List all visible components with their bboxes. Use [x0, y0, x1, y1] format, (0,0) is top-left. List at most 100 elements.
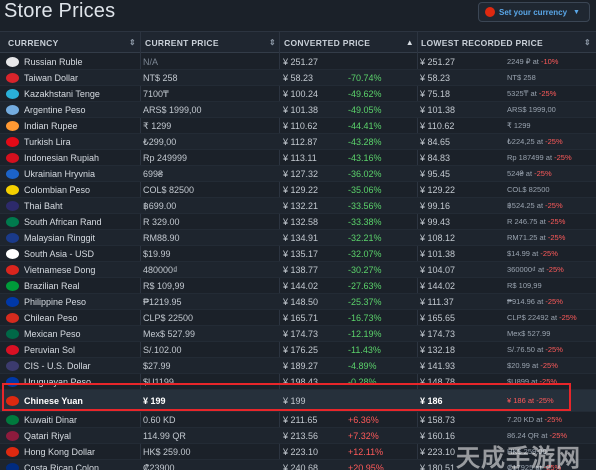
currency-name: Taiwan Dollar [24, 73, 79, 83]
price-difference: -11.43% [348, 345, 381, 355]
table-row[interactable]: Taiwan Dollar NT$ 258 ¥ 58.23 -70.74% ¥ 58.2… [0, 70, 596, 86]
lowest-price: ¥ 186 [420, 396, 443, 406]
price-difference: +20.95% [348, 463, 384, 470]
current-price: ₹ 1299 [143, 121, 172, 131]
currency-name: Malaysian Ringgit [24, 233, 96, 243]
currency-name: Kuwaiti Dinar [24, 415, 78, 425]
currency-name: Kazakhstani Tenge [24, 89, 100, 99]
column-divider [417, 31, 418, 470]
flag-icon [6, 201, 19, 211]
table-row[interactable]: Kazakhstani Tenge 7100₸ ¥ 100.24 -49.62% ¥ 7… [0, 86, 596, 102]
flag-icon [6, 313, 19, 323]
table-row[interactable]: Indian Rupee ₹ 1299 ¥ 110.62 -44.41% ¥ 110.6… [0, 118, 596, 134]
flag-icon [6, 249, 19, 259]
converted-price: ¥ 134.91 [283, 233, 319, 243]
currency-name: Chinese Yuan [24, 396, 83, 406]
converted-price: ¥ 211.65 [283, 415, 318, 425]
converted-price: ¥ 132.21 [283, 201, 319, 211]
table-row[interactable]: Ukrainian Hryvnia 699₴ ¥ 127.32 -36.02% ¥ 95… [0, 166, 596, 182]
flag-icon [6, 281, 19, 291]
converted-price: ¥ 113.11 [283, 153, 317, 163]
set-currency-button[interactable]: Set your currency ▼ [478, 2, 590, 22]
column-current-price[interactable]: CURRENT PRICE ⇕ [145, 32, 278, 54]
current-price: 7100₸ [143, 89, 169, 99]
table-row[interactable]: Costa Rican Colon ₡23900 ¥ 240.68 +20.95% ¥ … [0, 460, 596, 470]
current-price: ฿699.00 [143, 201, 177, 211]
currency-name: Chilean Peso [24, 313, 78, 323]
price-difference [348, 390, 418, 412]
table-row[interactable]: Russian Ruble N/A ¥ 251.27 ¥ 251.27 2249 ₽ a… [0, 54, 596, 70]
table-row[interactable]: Philippine Peso ₱1219.95 ¥ 148.50 -25.37% ¥ … [0, 294, 596, 310]
currency-name: South African Rand [24, 217, 102, 227]
flag-icon [6, 185, 19, 195]
converted-price: ¥ 176.25 [283, 345, 319, 355]
flag-icon [6, 415, 19, 425]
converted-price: ¥ 132.58 [283, 217, 319, 227]
price-difference [348, 54, 418, 70]
current-price: ARS$ 1999,00 [143, 105, 202, 115]
currency-name: Vietnamese Dong [24, 265, 96, 275]
currency-name: Argentine Peso [24, 105, 86, 115]
table-row[interactable]: Peruvian Sol S/.102.00 ¥ 176.25 -11.43% ¥ 13… [0, 342, 596, 358]
table-row[interactable]: Chinese Yuan ¥ 199 ¥ 199 ¥ 186 ¥ 186 at -25% [0, 390, 596, 412]
price-difference: +12.11% [348, 447, 384, 457]
price-difference: -33.56% [348, 201, 382, 211]
converted-price: ¥ 100.24 [283, 89, 319, 99]
currency-name: Uruguayan Peso [24, 377, 92, 387]
flag-icon [6, 169, 19, 179]
table-row[interactable]: Chilean Peso CLP$ 22500 ¥ 165.71 -16.73% ¥ 1… [0, 310, 596, 326]
lowest-price: ¥ 165.65 [420, 313, 456, 323]
table-row[interactable]: Argentine Peso ARS$ 1999,00 ¥ 101.38 -49.05… [0, 102, 596, 118]
column-currency-label: CURRENCY [8, 38, 59, 48]
table-row[interactable]: South Asia - USD $19.99 ¥ 135.17 -32.07% ¥ 1… [0, 246, 596, 262]
price-difference: -0.28% [348, 377, 377, 387]
current-price: Mex$ 527.99 [143, 329, 196, 339]
table-row[interactable]: Brazilian Real R$ 109,99 ¥ 144.02 -27.63% ¥ … [0, 278, 596, 294]
sort-icon: ⇕ [583, 38, 591, 47]
table-row[interactable]: Indonesian Rupiah Rp 249999 ¥ 113.11 -43.16… [0, 150, 596, 166]
lowest-recorded-note: COL$ 82500 [507, 185, 550, 194]
current-price: 0.60 KD [143, 415, 176, 425]
table-row[interactable]: Qatari Riyal 114.99 QR ¥ 213.56 +7.32% ¥ 160… [0, 428, 596, 444]
sort-asc-icon: ▲ [405, 38, 414, 47]
table-row[interactable]: South African Rand R 329.00 ¥ 132.58 -33.38… [0, 214, 596, 230]
converted-price: ¥ 251.27 [283, 57, 319, 67]
table-row[interactable]: Mexican Peso Mex$ 527.99 ¥ 174.73 -12.19% ¥ … [0, 326, 596, 342]
table-row[interactable]: Hong Kong Dollar HK$ 259.00 ¥ 223.10 +12.11… [0, 444, 596, 460]
current-price: S/.102.00 [143, 345, 182, 355]
current-price: 699₴ [143, 169, 164, 179]
table-row[interactable]: Thai Baht ฿699.00 ¥ 132.21 -33.56% ¥ 99.16 ฿5… [0, 198, 596, 214]
column-converted-price[interactable]: CONVERTED PRICE ▲ [284, 32, 416, 54]
price-difference: -43.16% [348, 153, 382, 163]
table-row[interactable]: CIS - U.S. Dollar $27.99 ¥ 189.27 -4.89% ¥ 1… [0, 358, 596, 374]
flag-icon [6, 217, 19, 227]
table-row[interactable]: Vietnamese Dong 480000₫ ¥ 138.77 -30.27% ¥ 1… [0, 262, 596, 278]
converted-price: ¥ 144.02 [283, 281, 319, 291]
price-difference: -30.27% [348, 265, 382, 275]
table-row[interactable]: Turkish Lira ₺299,00 ¥ 112.87 -43.28% ¥ 84.6… [0, 134, 596, 150]
lowest-price: ¥ 84.83 [420, 153, 451, 163]
price-difference: -33.38% [348, 217, 382, 227]
column-converted-price-label: CONVERTED PRICE [284, 38, 371, 48]
table-row[interactable]: Malaysian Ringgit RM88.90 ¥ 134.91 -32.21% ¥… [0, 230, 596, 246]
price-difference: +6.36% [348, 415, 379, 425]
table-row[interactable]: Uruguayan Peso $U1199 ¥ 198.43 -0.28% ¥ 148.… [0, 374, 596, 390]
currency-name: Brazilian Real [24, 281, 80, 291]
table-row[interactable]: Kuwaiti Dinar 0.60 KD ¥ 211.65 +6.36% ¥ 158.… [0, 412, 596, 428]
converted-price: ¥ 199 [283, 396, 306, 406]
currency-name: CIS - U.S. Dollar [24, 361, 91, 371]
column-lowest-recorded[interactable]: LOWEST RECORDED PRICE ⇕ [421, 32, 593, 54]
column-current-price-label: CURRENT PRICE [145, 38, 219, 48]
lowest-recorded-note: Rp 187499 at -25% [507, 153, 572, 162]
converted-price: ¥ 174.73 [283, 329, 319, 339]
currency-name: Ukrainian Hryvnia [24, 169, 96, 179]
lowest-price: ¥ 104.07 [420, 265, 456, 275]
lowest-recorded-note: HK$ 259.00 [507, 447, 547, 456]
flag-icon [6, 89, 19, 99]
lowest-price: ¥ 160.16 [420, 431, 456, 441]
lowest-price: ¥ 129.22 [420, 185, 456, 195]
table-row[interactable]: Colombian Peso COL$ 82500 ¥ 129.22 -35.06% ¥… [0, 182, 596, 198]
column-currency[interactable]: CURRENCY ⇕ [8, 32, 138, 54]
price-difference: -25.37% [348, 297, 382, 307]
lowest-price: ¥ 75.18 [420, 89, 451, 99]
